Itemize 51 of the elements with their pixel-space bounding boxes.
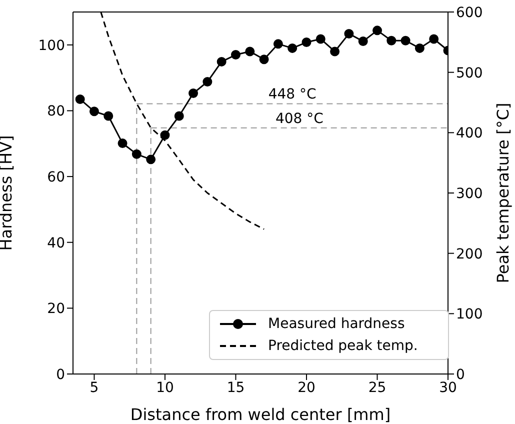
point	[259, 54, 269, 64]
x-tick-label: 5	[90, 380, 99, 396]
point	[400, 36, 410, 46]
x-tick-label: 25	[368, 380, 386, 396]
point	[386, 36, 396, 46]
point	[288, 43, 298, 53]
point	[160, 130, 170, 140]
y2-tick-label: 600	[456, 4, 483, 21]
y2-tick-label: 500	[456, 65, 483, 82]
point	[132, 149, 142, 159]
y-tick-label: 40	[47, 235, 65, 252]
y2-axis-title: Peak temperature [°C]	[494, 102, 513, 284]
point	[429, 34, 439, 44]
point	[188, 88, 198, 98]
point	[414, 43, 424, 53]
y-tick-label: 80	[47, 104, 65, 120]
y2-tick-label: 400	[456, 126, 483, 142]
point	[316, 34, 326, 44]
point	[118, 138, 128, 148]
y2-tick-label: 100	[456, 306, 483, 323]
x-tick-label: 20	[298, 380, 316, 396]
ref-line-label: 448 °C	[268, 86, 317, 103]
x-tick-label: 10	[156, 380, 174, 396]
y2-tick-label: 300	[456, 186, 483, 202]
ref-line-label: 408 °C	[275, 110, 324, 127]
point	[75, 94, 85, 104]
legend-label: Predicted peak temp.	[268, 338, 418, 354]
point	[174, 111, 184, 121]
point	[344, 28, 354, 38]
point	[216, 56, 226, 66]
x-tick-label: 15	[226, 380, 245, 396]
point	[330, 46, 340, 56]
x-tick-label: 30	[439, 380, 457, 396]
point	[273, 39, 283, 49]
legend-label: Measured hardness	[268, 316, 405, 332]
y-tick-label: 0	[56, 366, 65, 383]
point	[230, 50, 240, 60]
point	[358, 36, 368, 46]
y-tick-label: 100	[38, 38, 65, 54]
point	[245, 46, 255, 56]
point	[146, 154, 156, 164]
y2-tick-label: 0	[456, 366, 465, 383]
y-tick-label: 60	[47, 170, 65, 186]
y2-tick-label: 200	[456, 246, 483, 262]
point	[302, 38, 312, 48]
x-axis-title: Distance from weld center [mm]	[130, 405, 391, 424]
point	[202, 77, 212, 87]
point	[104, 111, 114, 121]
point	[89, 106, 99, 116]
point	[372, 26, 382, 36]
y-tick-label: 20	[47, 301, 65, 318]
